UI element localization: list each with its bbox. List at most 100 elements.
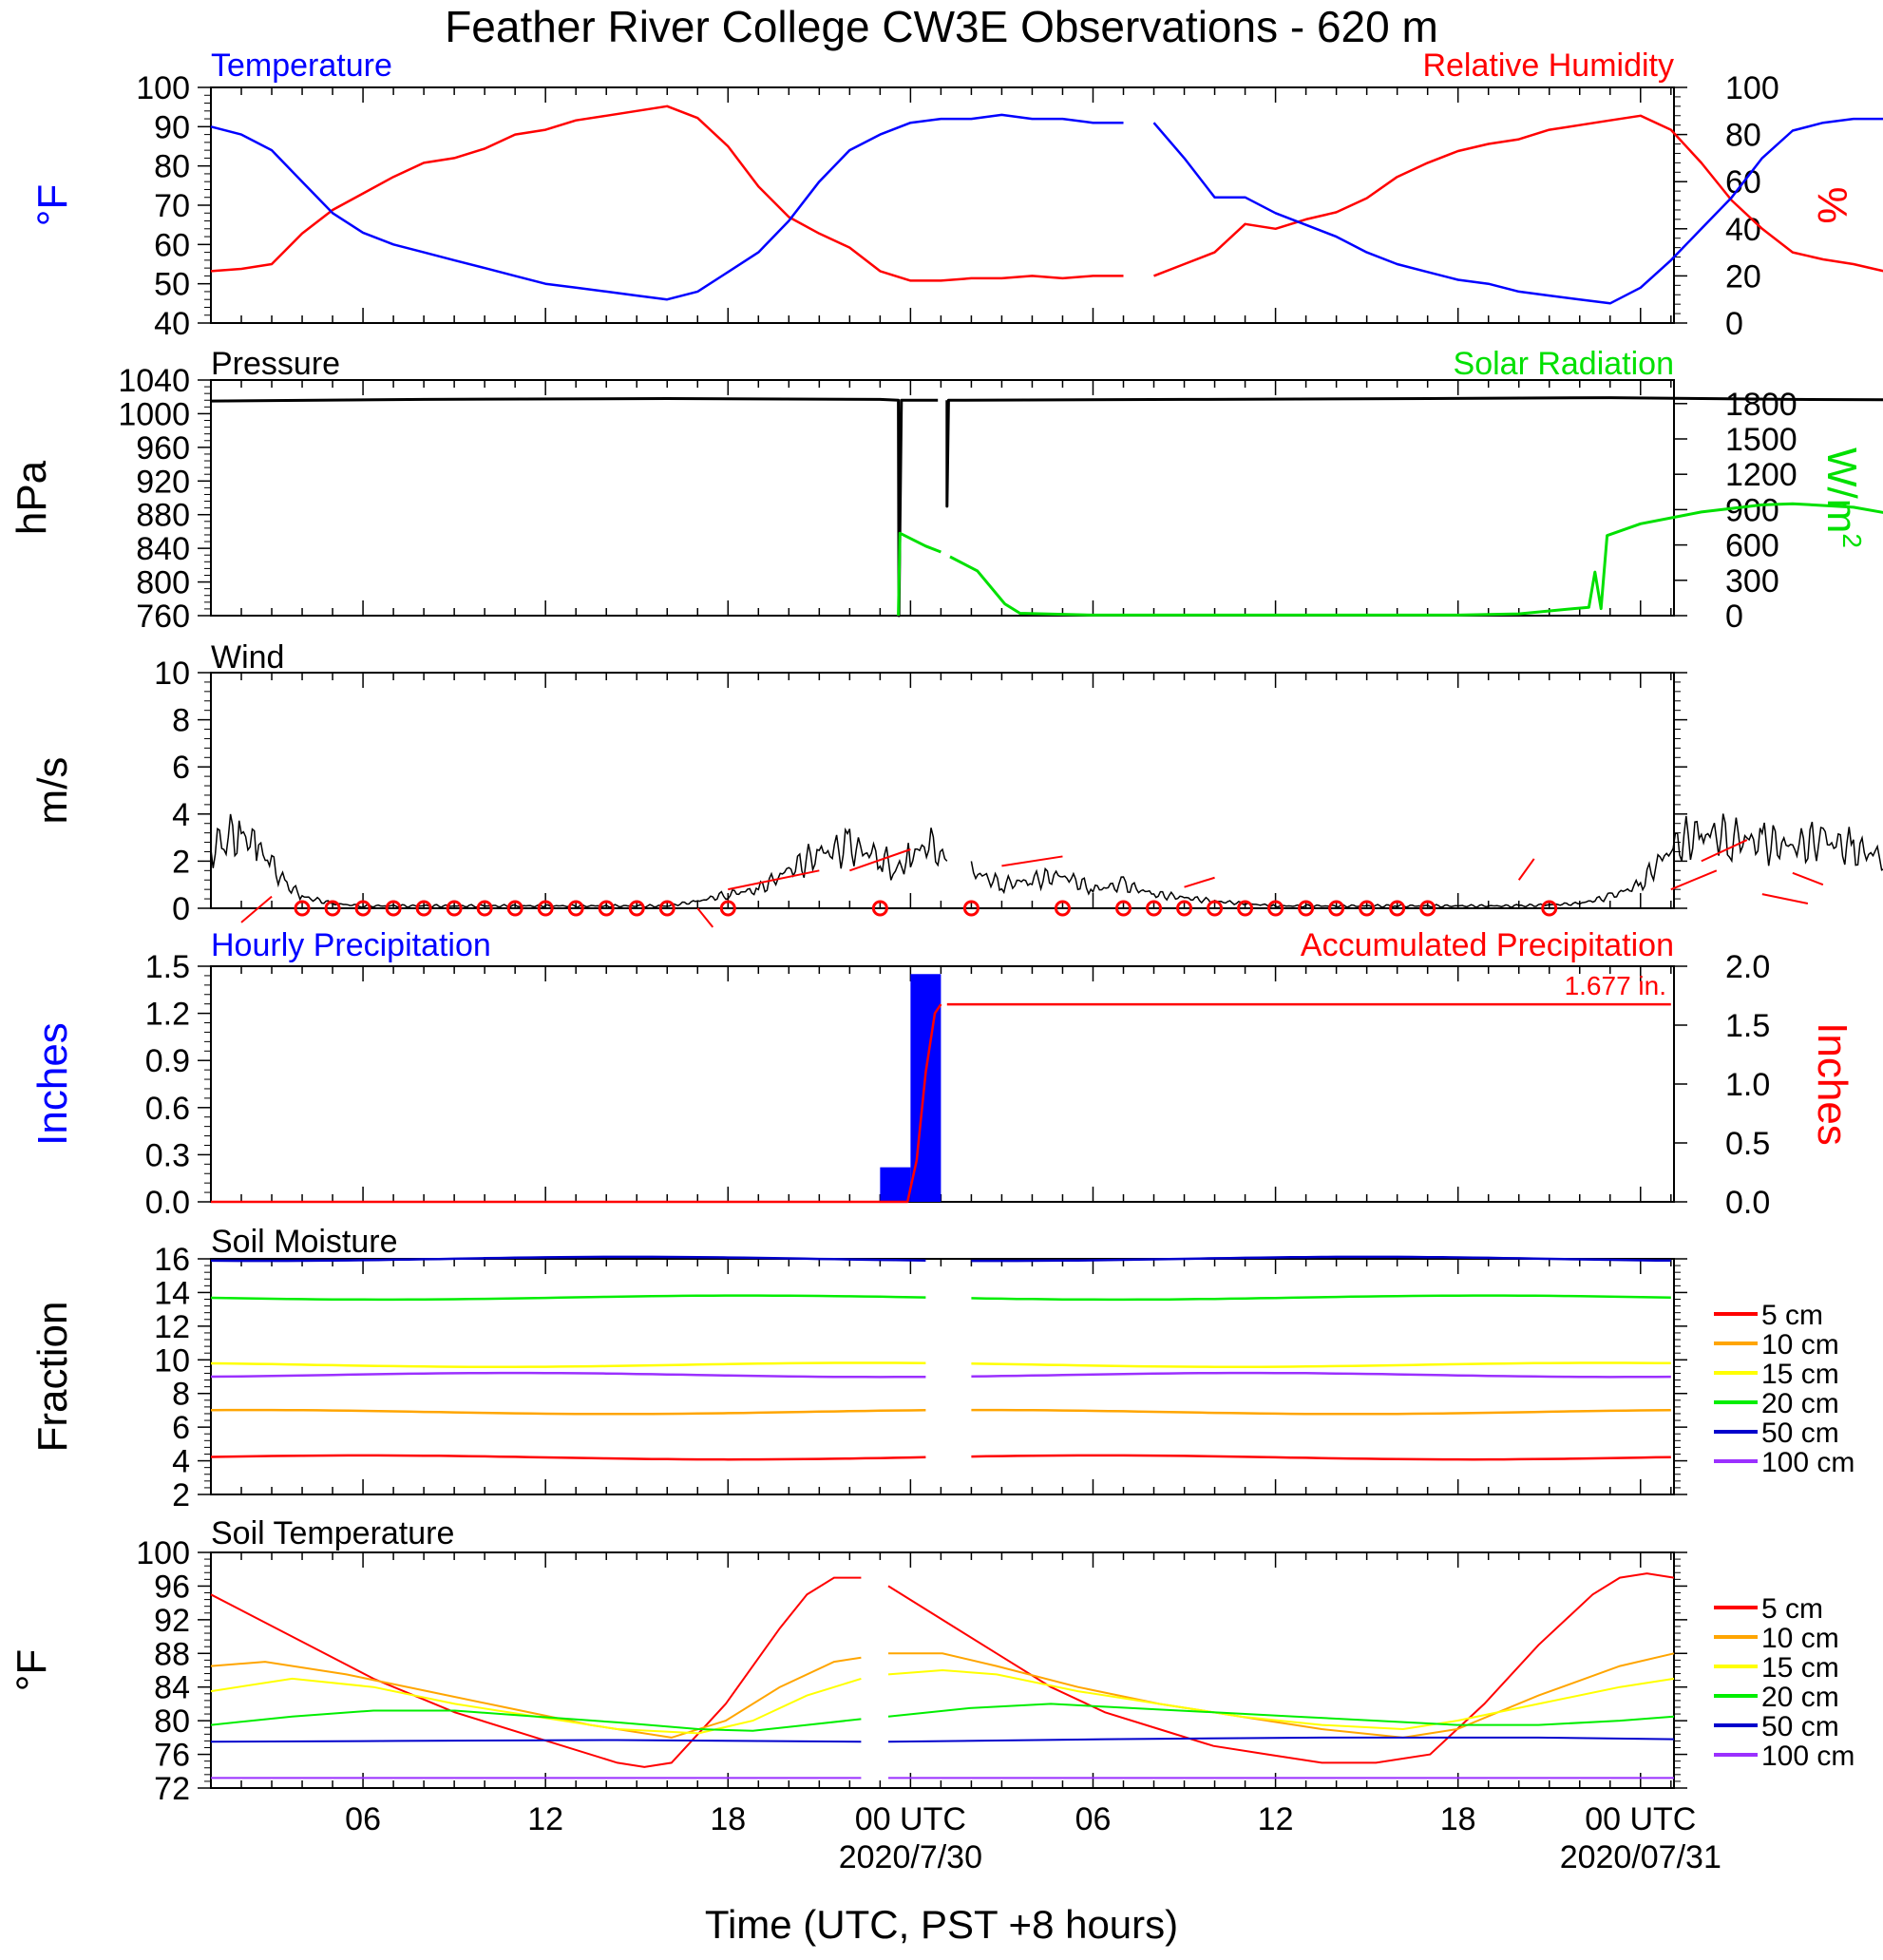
y-tick-label-right: 100 — [1725, 70, 1779, 106]
humidity-line — [210, 105, 1883, 282]
x-tick-label: 12 — [1258, 1801, 1294, 1837]
y-axis-label-left: °F — [9, 1649, 55, 1691]
y-tick-label-right: 1200 — [1725, 457, 1797, 493]
y-tick-label: 8 — [172, 703, 190, 739]
wind-barb-calm — [962, 900, 980, 917]
y-tick-label: 2 — [172, 844, 190, 880]
wind-barb — [1517, 858, 1535, 881]
wind-barb-calm — [446, 900, 463, 917]
wind-barb-calm — [385, 900, 402, 917]
panel-precipitation: 0.0 0.3 0.6 0.9 1.2 1.5 0.0 0.5 1.0 1.5 2.0 1.677 i… — [29, 927, 1855, 1221]
y-axis-label-left: °F — [29, 184, 76, 226]
panel-title-soil-moisture: Soil Moisture — [211, 1224, 398, 1260]
x-date-label: 2020/7/30 — [839, 1839, 982, 1875]
wind-barb — [1001, 855, 1063, 867]
y-tick-label-right: 0 — [1725, 599, 1743, 635]
wind-barb-calm — [1298, 900, 1315, 917]
soil-temperature-line — [210, 1736, 1675, 1743]
wind-barb — [1701, 839, 1748, 863]
y-tick-label: 6 — [172, 750, 190, 786]
wind-barb — [1761, 893, 1809, 905]
figure-title: Feather River College CW3E Observations … — [445, 2, 1438, 51]
legend-label: 50 cm — [1761, 1711, 1839, 1742]
legend-label: 5 cm — [1761, 1593, 1823, 1625]
wind-barb-calm — [1114, 900, 1132, 917]
wind-barb-calm — [1389, 900, 1406, 917]
plot-frame — [210, 965, 1675, 1203]
wind-barb-calm — [324, 900, 341, 917]
wind-barb — [1670, 869, 1718, 891]
x-tick-label: 18 — [710, 1801, 746, 1837]
panel-title-soil-temperature: Soil Temperature — [211, 1515, 454, 1551]
y-tick-label-right: 0.0 — [1725, 1185, 1770, 1221]
y-axis-label-right: % — [1809, 186, 1855, 223]
wind-barb-calm — [1419, 900, 1436, 917]
wind-barb-calm — [506, 900, 523, 917]
y-tick-label: 96 — [154, 1569, 190, 1605]
y-tick-label: 100 — [136, 1535, 190, 1571]
x-axis-label: Time (UTC, PST +8 hours) — [705, 1902, 1178, 1947]
wind-barb-calm — [1541, 900, 1558, 917]
y-axis-label-left: Inches — [29, 1022, 76, 1146]
y-tick-label: 920 — [136, 464, 190, 500]
y-tick-label-right: 900 — [1725, 492, 1779, 528]
y-tick-label: 960 — [136, 430, 190, 466]
wind-barb-calm — [1328, 900, 1345, 917]
soil-moisture-line — [210, 1454, 1671, 1461]
legend-label: 50 cm — [1761, 1418, 1839, 1449]
soil-temperature-line — [210, 1703, 1675, 1732]
x-tick-label: 06 — [1075, 1801, 1112, 1837]
wind-barb-calm — [1054, 900, 1071, 917]
x-tick-label: 12 — [527, 1801, 563, 1837]
plot-frame — [210, 1551, 1675, 1789]
y-tick-label: 0.9 — [145, 1043, 190, 1079]
wind-barb-calm — [1146, 900, 1163, 917]
plot-frame — [210, 379, 1675, 617]
x-tick-label: 00 UTC — [855, 1801, 966, 1837]
plot-frame — [210, 672, 1675, 909]
precip-bar — [880, 1167, 911, 1202]
panel-title-wind: Wind — [211, 639, 284, 676]
y-axis-label-right: W/m2 — [1818, 447, 1867, 548]
y-tick-label: 840 — [136, 531, 190, 567]
plot-frame — [210, 86, 1675, 324]
y-tick-label-right: 80 — [1725, 118, 1761, 154]
panel-title-pressure: Pressure — [211, 346, 340, 382]
y-tick-label: 70 — [154, 188, 190, 224]
y-tick-label: 90 — [154, 109, 190, 145]
soil-moisture-line — [210, 1361, 1671, 1368]
legend-label: 100 cm — [1761, 1741, 1854, 1772]
y-tick-label-right: 0.5 — [1725, 1126, 1770, 1162]
y-tick-label-right: 1.0 — [1725, 1067, 1770, 1103]
panel-title-humidity: Relative Humidity — [1422, 48, 1674, 84]
y-tick-label-right: 20 — [1725, 258, 1761, 295]
wind-barb — [1792, 871, 1824, 886]
panel-wind: 0 2 4 6 8 10 Wind m/s — [29, 639, 1883, 928]
y-tick-label: 84 — [154, 1670, 190, 1706]
y-tick-label: 760 — [136, 599, 190, 635]
wind-barb — [849, 848, 911, 872]
y-tick-label: 80 — [154, 149, 190, 185]
y-tick-label: 40 — [154, 306, 190, 342]
wind-barb-calm — [567, 900, 584, 917]
wind-barb-calm — [1359, 900, 1376, 917]
legend-label: 10 cm — [1761, 1329, 1839, 1361]
wind-barb-calm — [871, 900, 888, 917]
y-tick-label-right: 1800 — [1725, 387, 1797, 423]
panel-title-hourly: Hourly Precipitation — [211, 927, 491, 963]
temperature-line — [210, 113, 1883, 305]
y-tick-label: 0.3 — [145, 1137, 190, 1173]
y-tick-label: 100 — [136, 70, 190, 106]
wind-barb-calm — [598, 900, 615, 917]
wind-barb-calm — [1207, 900, 1224, 917]
wind-barb-calm — [354, 900, 371, 917]
wind-barb-calm — [415, 900, 432, 917]
wind-barb-calm — [294, 900, 311, 917]
